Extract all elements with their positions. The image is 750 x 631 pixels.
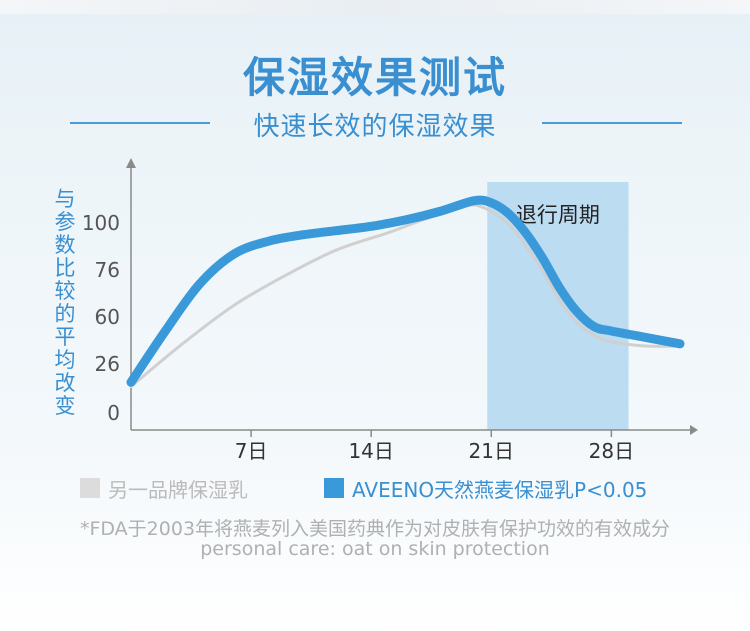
- x-tick-label: 21日: [469, 439, 514, 463]
- footnote-fda: *FDA于2003年将燕麦列入美国药典作为对皮肤有保护功效的有效成分: [79, 518, 671, 540]
- regression-period-label: 退行周期: [516, 203, 600, 227]
- subtitle-rule-right: [542, 122, 682, 124]
- legend-item-aveeno: AVEENO天然燕麦保湿乳P<0.05: [324, 474, 647, 502]
- x-tick-label: 7日: [235, 439, 268, 463]
- legend-label-other-brand: 另一品牌保湿乳: [108, 477, 248, 502]
- x-tick-label: 28日: [589, 439, 634, 463]
- y-tick-label: 100: [82, 211, 120, 235]
- y-tick-label: 0: [107, 401, 120, 425]
- series-line-other-brand: [129, 203, 682, 389]
- legend-item-other-brand: 另一品牌保湿乳: [80, 474, 248, 502]
- subtitle-rule-left: [70, 122, 210, 124]
- y-axis-label: 与参数比较的平均改变: [54, 187, 76, 418]
- top-decoration-strip: [0, 0, 750, 14]
- page-title: 保湿效果测试: [242, 53, 507, 102]
- series-line-aveeno: [126, 195, 685, 387]
- y-tick-label: 76: [95, 258, 120, 282]
- legend-label-aveeno: AVEENO天然燕麦保湿乳P<0.05: [352, 477, 648, 502]
- moisture-chart: 退行周期 100 76 60 26 0 7日 14日 21日 28日: [82, 158, 698, 463]
- page-subtitle: 快速长效的保湿效果: [253, 112, 497, 142]
- regression-period-region: [487, 182, 629, 430]
- x-axis-arrow: [690, 425, 698, 435]
- y-tick-label: 60: [95, 305, 120, 329]
- legend-swatch-other-brand: [80, 478, 100, 498]
- footnote-english: personal care: oat on skin protection: [200, 538, 550, 560]
- legend-swatch-aveeno: [324, 478, 344, 498]
- y-tick-label: 26: [95, 352, 120, 376]
- x-tick-label: 14日: [348, 439, 393, 463]
- y-axis-arrow: [126, 158, 136, 168]
